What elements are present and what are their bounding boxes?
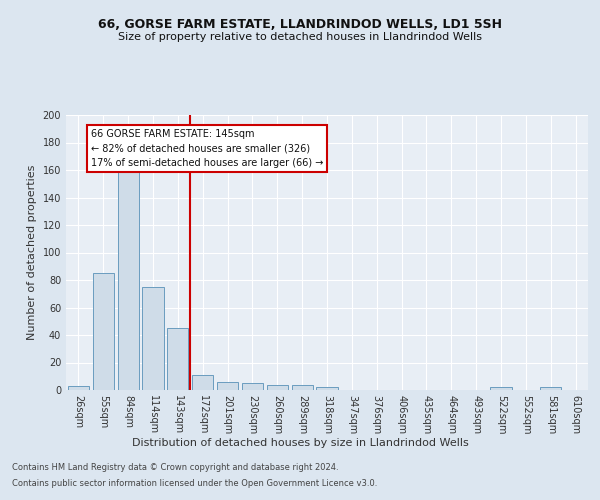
- Bar: [490, 387, 512, 390]
- Bar: [142, 287, 164, 390]
- Bar: [167, 328, 188, 390]
- Bar: [68, 386, 89, 390]
- Y-axis label: Number of detached properties: Number of detached properties: [27, 165, 37, 340]
- Bar: [267, 384, 288, 390]
- Text: Contains HM Land Registry data © Crown copyright and database right 2024.: Contains HM Land Registry data © Crown c…: [12, 464, 338, 472]
- Bar: [540, 387, 561, 390]
- Bar: [93, 273, 114, 390]
- Bar: [242, 383, 263, 390]
- Text: 66, GORSE FARM ESTATE, LLANDRINDOD WELLS, LD1 5SH: 66, GORSE FARM ESTATE, LLANDRINDOD WELLS…: [98, 18, 502, 30]
- Bar: [192, 375, 213, 390]
- Bar: [217, 382, 238, 390]
- Bar: [316, 387, 338, 390]
- Text: Contains public sector information licensed under the Open Government Licence v3: Contains public sector information licen…: [12, 478, 377, 488]
- Text: Size of property relative to detached houses in Llandrindod Wells: Size of property relative to detached ho…: [118, 32, 482, 42]
- Text: 66 GORSE FARM ESTATE: 145sqm
← 82% of detached houses are smaller (326)
17% of s: 66 GORSE FARM ESTATE: 145sqm ← 82% of de…: [91, 128, 323, 168]
- Text: Distribution of detached houses by size in Llandrindod Wells: Distribution of detached houses by size …: [131, 438, 469, 448]
- Bar: [292, 384, 313, 390]
- Bar: [118, 163, 139, 390]
